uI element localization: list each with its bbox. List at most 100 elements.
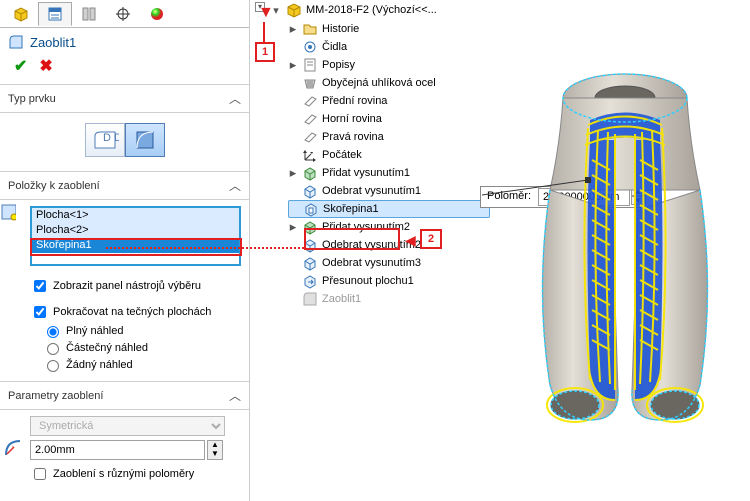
tree-root-label: MM-2018-F2 (Výchozí<<... <box>306 4 437 16</box>
tree-item-label: Počátek <box>322 149 362 161</box>
checkbox-label: Pokračovat na tečných plochách <box>53 306 211 318</box>
spinner-buttons[interactable]: ▲▼ <box>207 440 223 460</box>
cancel-button[interactable]: ✖ <box>39 56 52 76</box>
tree-item-icon <box>302 21 318 37</box>
checkbox-label: Zaoblení s různými poloměry <box>53 468 194 480</box>
expand-icon[interactable]: ▸ <box>288 219 298 235</box>
checkbox-var-radius[interactable] <box>34 468 46 480</box>
radio-full-preview[interactable] <box>47 326 59 338</box>
tree-item[interactable]: Horní rovina <box>288 110 490 128</box>
radio-label: Plný náhled <box>66 325 124 337</box>
tree-item[interactable]: ▸ Přidat vysunutím1 <box>288 164 490 182</box>
tab-config[interactable] <box>72 2 106 26</box>
fillet-icon <box>8 34 24 50</box>
part-icon <box>286 2 302 18</box>
tree-item[interactable]: ▸ Popisy <box>288 56 490 74</box>
cube-icon <box>13 6 29 22</box>
list-item[interactable]: Plocha<2> <box>32 223 239 238</box>
section-label: Parametry zaoblení <box>8 390 103 402</box>
expand-icon[interactable]: ▾ <box>270 4 282 17</box>
section-head-params[interactable]: Parametry zaoblení ︿ <box>0 381 249 410</box>
property-icon <box>47 6 63 22</box>
tree-item[interactable]: ▸ Přidat vysunutím2 <box>288 218 490 236</box>
target-icon <box>115 6 131 22</box>
tree-item-icon <box>302 147 318 163</box>
tree-item[interactable]: Odebrat vysunutím2 <box>288 236 490 254</box>
tree-item-label: Skořepina1 <box>323 203 379 215</box>
list-item-selected[interactable]: Skořepina1 <box>32 238 239 253</box>
feature-tree: ▾ MM-2018-F2 (Výchozí<<... ▸ Historie Čidl… <box>260 0 490 380</box>
expand-icon[interactable]: ▸ <box>288 165 298 181</box>
tree-item-label: Historie <box>322 23 359 35</box>
sphere-icon <box>149 6 165 22</box>
config-icon <box>81 6 97 22</box>
type-btn-constant[interactable]: D D <box>85 123 125 157</box>
radius-input[interactable] <box>30 440 205 460</box>
radio-label: Žádný náhled <box>66 359 133 371</box>
model-viewport[interactable] <box>480 60 750 480</box>
tree-item[interactable]: Skořepina1 <box>288 200 490 218</box>
radius-icon <box>4 440 20 456</box>
expand-icon[interactable]: ▸ <box>288 21 298 37</box>
tree-item-label: Přidat vysunutím2 <box>322 221 410 233</box>
symmetry-select[interactable]: Symetrická <box>30 416 225 436</box>
checkbox-label: Zobrazit panel nástrojů výběru <box>53 280 201 292</box>
tree-item-label: Přidat vysunutím1 <box>322 167 410 179</box>
annotation-arrow: ◀ <box>405 232 416 249</box>
tree-item-label: Obyčejná uhlíková ocel <box>322 77 436 89</box>
section-label: Položky k zaoblení <box>8 180 100 192</box>
radio-partial-preview[interactable] <box>47 343 59 355</box>
list-item[interactable]: Plocha<1> <box>32 208 239 223</box>
tree-item-icon <box>302 291 318 307</box>
section-head-type[interactable]: Typ prvku ︿ <box>0 84 249 113</box>
fillet-type-buttons: D D <box>8 119 241 163</box>
chevron-up-icon: ︿ <box>229 177 241 194</box>
section-head-items[interactable]: Položky k zaoblení ︿ <box>0 171 249 200</box>
tree-item-icon <box>302 237 318 253</box>
tree-item-label: Popisy <box>322 59 355 71</box>
tree-item-label: Horní rovina <box>322 113 382 125</box>
radio-label: Částečný náhled <box>66 342 148 354</box>
expand-icon[interactable]: ▸ <box>288 57 298 73</box>
tab-property-manager[interactable] <box>38 2 72 26</box>
tree-item-icon <box>302 165 318 181</box>
tree-item[interactable]: Pravá rovina <box>288 128 490 146</box>
tree-item-label: Čidla <box>322 41 347 53</box>
ok-button[interactable]: ✔ <box>14 56 27 76</box>
chevron-up-icon: ︿ <box>229 387 241 404</box>
tree-item[interactable]: Odebrat vysunutím3 <box>288 254 490 272</box>
tree-item[interactable]: Čidla <box>288 38 490 56</box>
tree-item[interactable]: Počátek <box>288 146 490 164</box>
tree-item-icon <box>302 255 318 271</box>
tree-item-label: Odebrat vysunutím1 <box>322 185 421 197</box>
radio-no-preview[interactable] <box>47 360 59 372</box>
tree-item-label: Přesunout plochu1 <box>322 275 414 287</box>
tree-item[interactable]: Přesunout plochu1 <box>288 272 490 290</box>
face-select-icon <box>0 204 16 220</box>
selection-list[interactable]: Plocha<1> Plocha<2> Skořepina1 <box>30 206 241 266</box>
type-btn-face[interactable] <box>125 123 165 157</box>
tree-item-icon <box>302 183 318 199</box>
checkbox-tangent[interactable] <box>34 306 46 318</box>
tab-dim[interactable] <box>106 2 140 26</box>
tree-root[interactable]: ▾ MM-2018-F2 (Výchozí<<... <box>270 0 490 20</box>
tree-item-label: Zaoblit1 <box>322 293 361 305</box>
tree-item-icon <box>302 39 318 55</box>
tree-item-label: Přední rovina <box>322 95 387 107</box>
feature-title-row: Zaoblit1 <box>0 28 249 52</box>
annotation-connector <box>106 247 304 249</box>
feature-title: Zaoblit1 <box>30 35 76 50</box>
tree-item[interactable]: Odebrat vysunutím1 <box>288 182 490 200</box>
svg-text:D D: D D <box>103 132 119 144</box>
tree-item[interactable]: Přední rovina <box>288 92 490 110</box>
tree-item-icon <box>302 273 318 289</box>
tree-item[interactable]: Zaoblit1 <box>288 290 490 308</box>
tree-item[interactable]: ▸ Historie <box>288 20 490 38</box>
panel-tab-row <box>0 0 249 28</box>
tree-item-icon <box>302 57 318 73</box>
tab-features[interactable] <box>4 2 38 26</box>
checkbox-show-toolbar[interactable] <box>34 280 46 292</box>
tab-appearance[interactable] <box>140 2 174 26</box>
tree-item[interactable]: Obyčejná uhlíková ocel <box>288 74 490 92</box>
annotation-box-2: 2 <box>420 229 442 249</box>
